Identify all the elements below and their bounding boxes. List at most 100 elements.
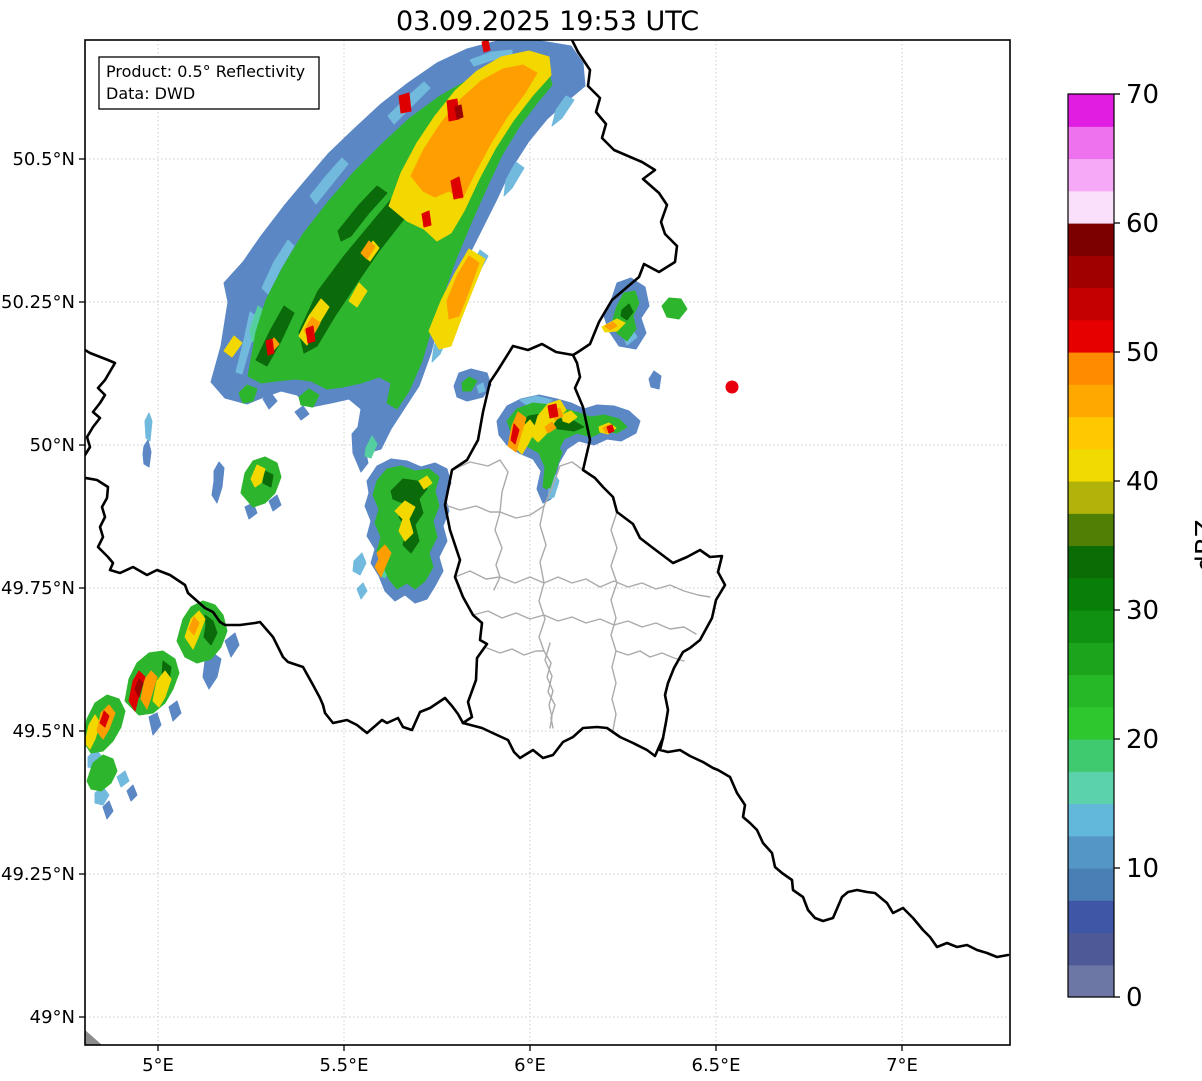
colorbar-segment [1068,835,1114,869]
colorbar-segment [1068,448,1114,482]
echo-blue-fringe [168,700,182,722]
echo-blue-fringe [224,632,240,658]
colorbar-segment [1068,577,1114,611]
y-tick-label: 50.25°N [1,292,75,313]
axis-ticks [79,158,903,1051]
echo-yellow [250,464,266,488]
plot-frame [84,39,1011,1046]
echo-green [661,297,688,320]
colorbar-segment [1068,255,1114,289]
colorbar-segment [1068,964,1114,998]
echo-blue-fringe [648,370,662,390]
country-border [571,353,727,740]
echo-green [176,600,228,664]
colorbar-segment [1068,610,1114,643]
colorbar-segment [1068,223,1114,256]
echo-orange [604,321,618,331]
internal-borders [444,459,711,731]
canton-border [615,650,685,662]
colorbar-axis-title: dBZ [1191,519,1202,571]
colorbar-segment [1068,900,1114,934]
y-tick-label: 49.25°N [1,864,75,885]
echo-light-blue [503,161,525,197]
echo-blue-fringe [262,392,278,410]
x-tick-label: 5.5°E [320,1055,369,1076]
colorbar-segment [1068,481,1114,514]
echo-dark-red [454,104,464,120]
echo-orange [188,616,200,636]
colorbar-segment [1068,868,1114,901]
product-label: Product: 0.5° Reflectivity [106,62,305,81]
echo-aqua [364,435,378,459]
echo-light-blue [352,552,367,576]
echo-dark-red [134,678,144,698]
colorbar-tick-label: 20 [1126,725,1159,755]
colorbar-segment [1068,706,1114,740]
product-annotation-box: Product: 0.5° Reflectivity Data: DWD [98,56,320,110]
colorbar-segment [1068,674,1114,708]
canton-border [544,642,556,729]
country-border [658,736,1010,959]
echo-yellow [418,475,433,490]
annotation-frame [98,56,320,110]
echo-orange [140,670,158,710]
echo-light-blue [356,582,368,600]
country-borders [85,40,1010,959]
echo-blue-fringe [126,784,138,802]
canton-border [499,461,584,519]
colorbar-segment [1068,739,1114,772]
y-tick-label: 50.5°N [12,149,75,170]
echo-red [265,338,275,356]
echo-yellow [152,670,172,708]
echo-orange [360,240,376,260]
axis-tick-labels: 5°E 5.5°E 6°E 6.5°E 7°E 50.5°N 50.25°N 50°N 49.7… [1,149,918,1076]
canton-border [539,505,547,584]
echo-dark-green [255,305,295,367]
echo-dark-green [203,614,218,646]
echo-blue-fringe [351,425,369,473]
colorbar-tick-label: 60 [1126,209,1159,239]
x-tick-label: 6°E [514,1055,546,1076]
echo-blue-fringe [142,439,152,468]
echo-light-blue [551,95,575,127]
colorbar-segment [1068,932,1114,966]
country-border [570,40,679,357]
echo-yellow [223,335,243,358]
echo-blue-fringe [211,461,225,504]
colorbar-segment [1068,384,1114,418]
echo-red [510,423,520,445]
echo-red [421,210,432,228]
echo-red [481,40,491,53]
figure-title: 03.09.2025 19:53 UTC [396,6,699,37]
colorbar-tick-label: 0 [1126,983,1143,1013]
echo-green [461,376,478,392]
canton-border [444,504,501,513]
colorbar-segment [1068,190,1114,224]
country-border [85,348,465,735]
colorbar-segment [1068,126,1114,160]
echo-green [298,388,320,408]
colorbar-segment [1068,94,1114,127]
x-tick-label: 6.5°E [692,1055,741,1076]
echo-blue-fringe [148,712,162,736]
echo-dark-green [262,470,274,488]
echo-red [99,710,110,728]
x-tick-label: 7°E [886,1055,918,1076]
colorbar-segment [1068,319,1114,353]
colorbar-tick-label: 10 [1126,854,1159,884]
canton-border [538,582,546,652]
data-source-label: Data: DWD [106,84,195,103]
colorbar-segment [1068,513,1114,547]
x-tick-label: 5°E [142,1055,174,1076]
canton-border [493,511,503,591]
echo-red [450,176,464,200]
echo-red [547,403,559,419]
echo-light-blue [144,412,153,442]
colorbar-frame [1067,93,1115,998]
radar-echoes [85,40,688,820]
echo-light-blue [309,157,349,205]
colorbar-segment [1068,287,1114,321]
colorbar-segment [1068,545,1114,579]
